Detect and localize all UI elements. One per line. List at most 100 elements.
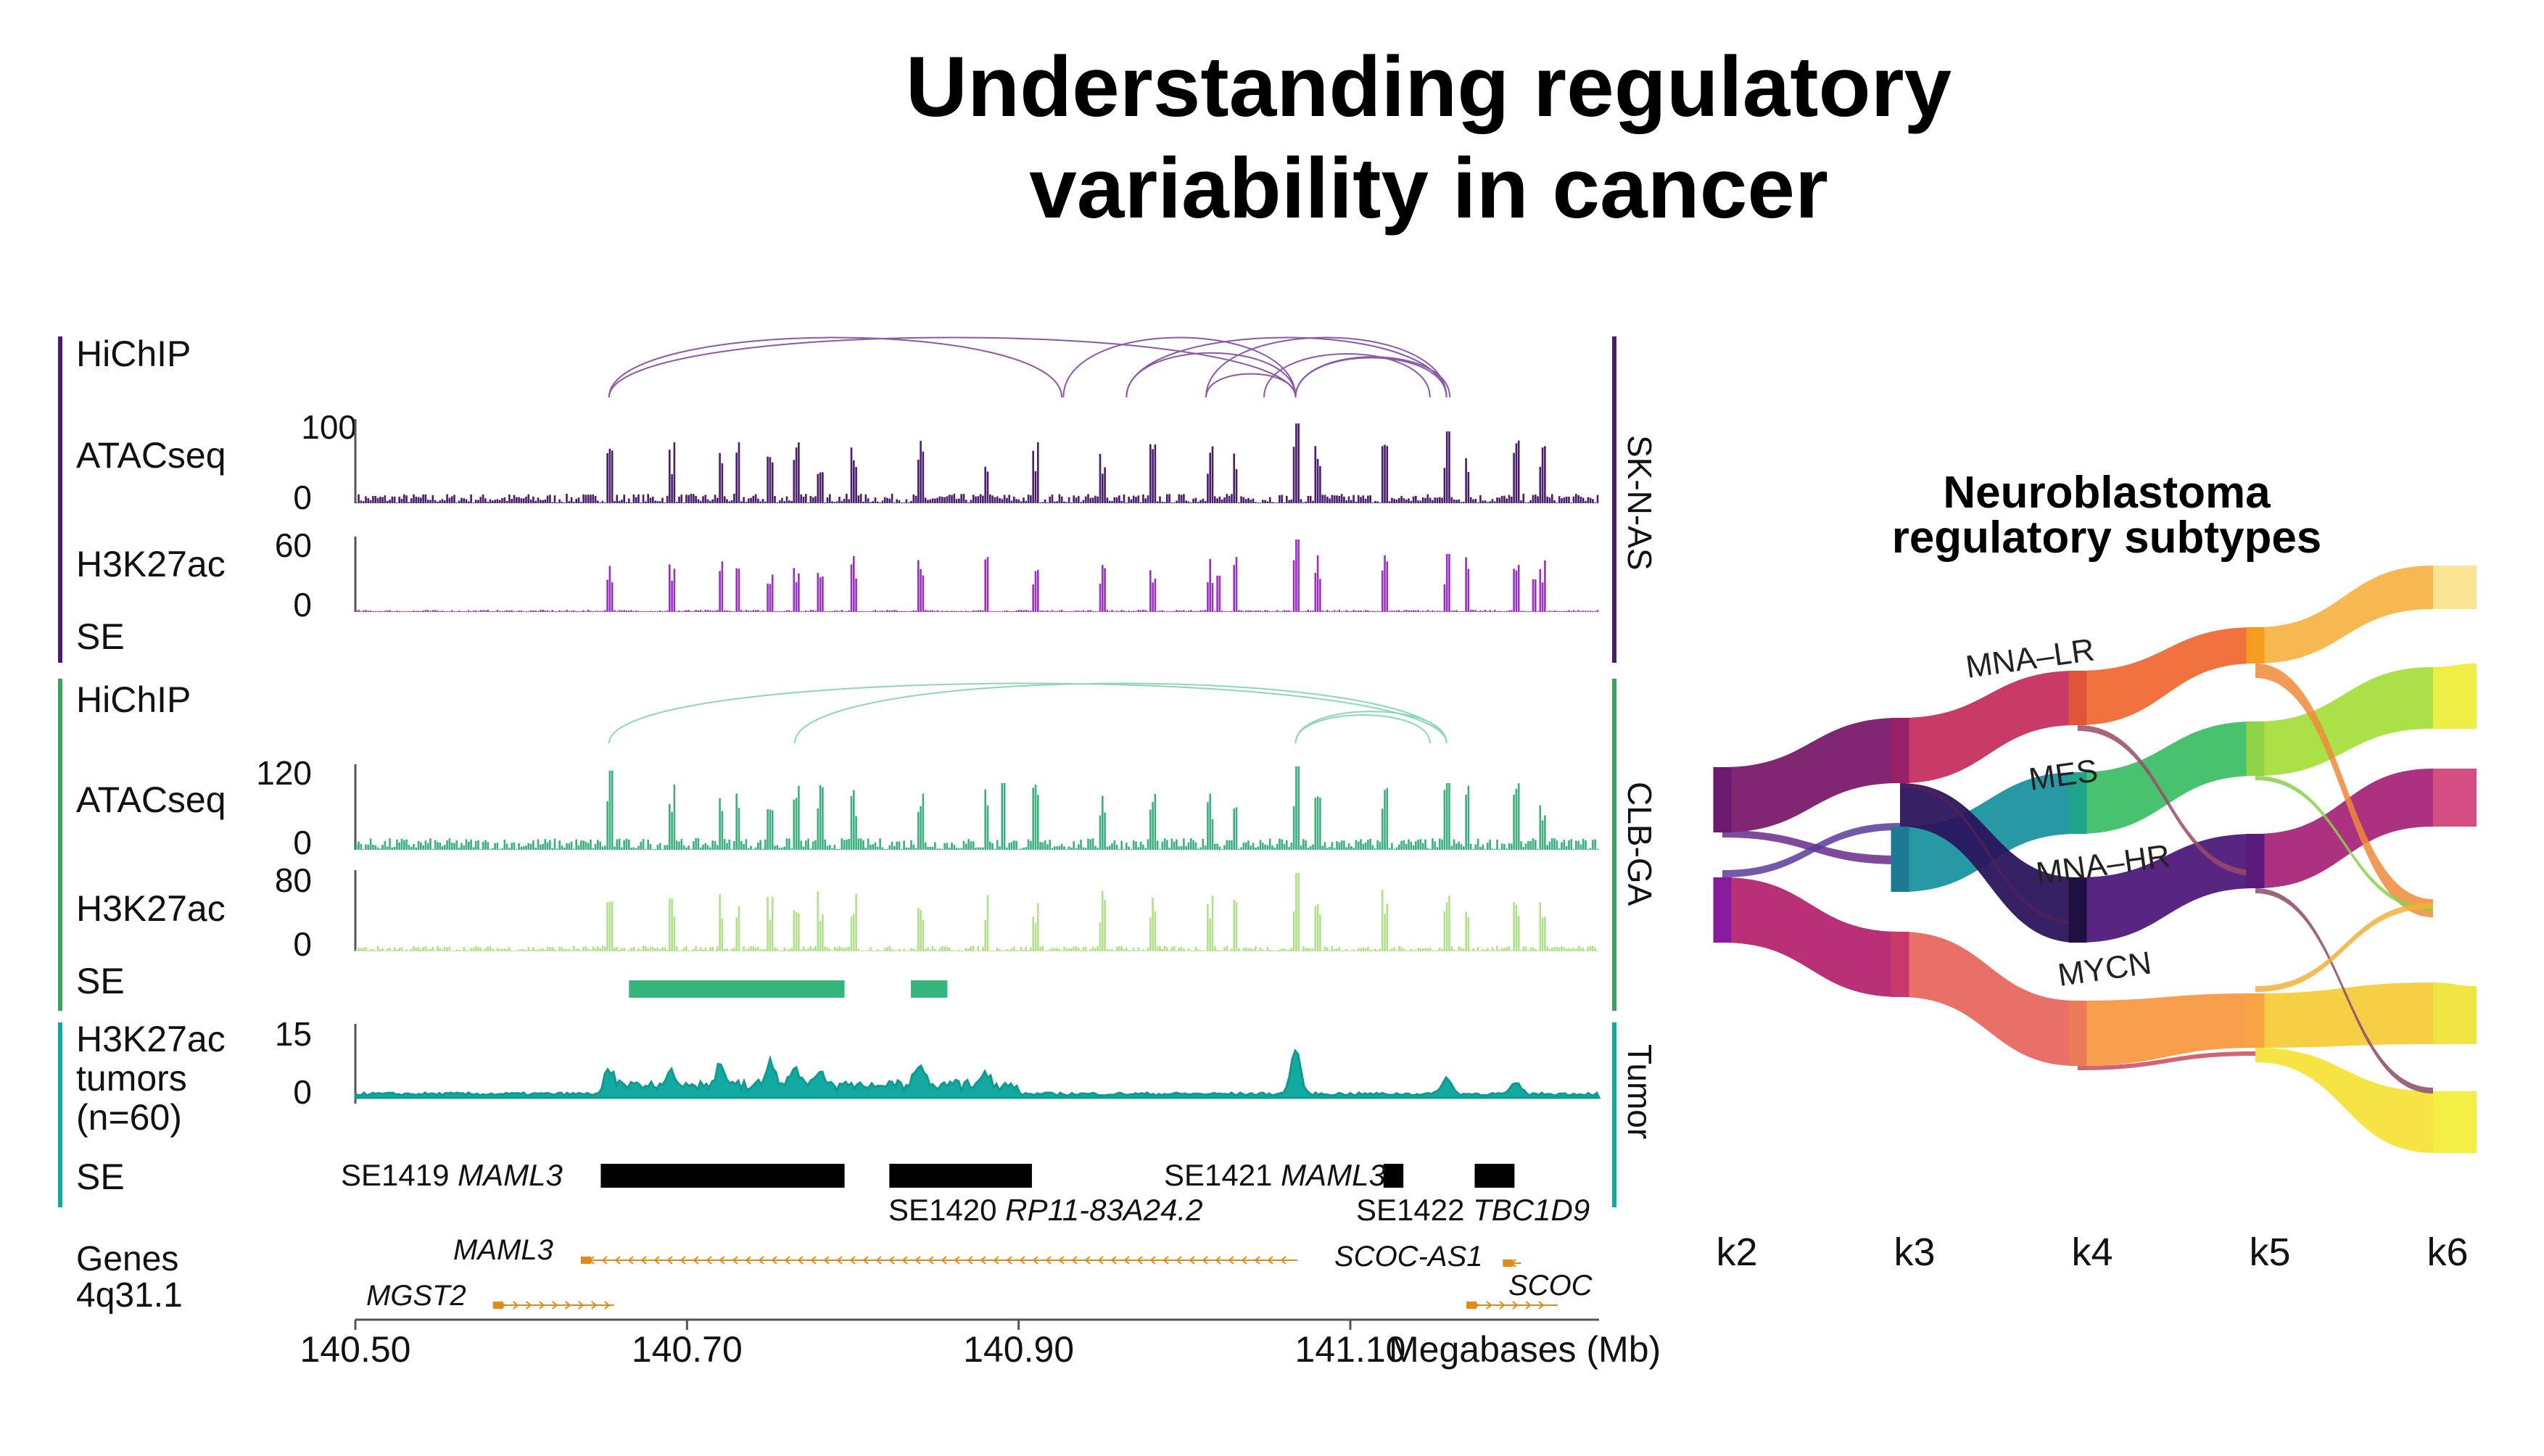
- signal-bar: [1156, 840, 1159, 850]
- signal-bar: [1106, 948, 1109, 951]
- signal-bar: [781, 950, 783, 951]
- signal-bar: [714, 840, 716, 850]
- signal-bar: [566, 493, 568, 503]
- signal-bar: [611, 450, 614, 503]
- signal-bar: [706, 845, 709, 850]
- signal-bar: [367, 611, 370, 612]
- signal-bar: [726, 843, 728, 850]
- signal-bar: [372, 845, 374, 850]
- signal-bar: [951, 611, 953, 612]
- signal-bar: [632, 947, 635, 951]
- signal-bar: [922, 575, 925, 612]
- signal-bar: [965, 611, 967, 612]
- signal-bar: [358, 948, 360, 951]
- signal-bar: [1020, 501, 1023, 503]
- signal-bar: [1111, 843, 1113, 850]
- signal-bar: [625, 838, 628, 850]
- signal-bar: [901, 849, 903, 850]
- clb-h3k27ac-signal: [355, 873, 1599, 951]
- signal-bar: [948, 948, 951, 951]
- signal-bar: [623, 610, 625, 612]
- signal-bar: [489, 946, 492, 951]
- signal-bar: [625, 502, 628, 503]
- signal-bar: [1185, 845, 1187, 850]
- signal-bar: [393, 496, 396, 503]
- signal-bar: [785, 949, 788, 951]
- signal-bar: [1025, 847, 1028, 850]
- signal-bar: [1548, 948, 1551, 951]
- signal-bar: [991, 843, 994, 850]
- signal-bar: [857, 948, 860, 951]
- signal-bar: [1070, 502, 1073, 503]
- signal-bar: [835, 948, 838, 951]
- se-id: SE1421: [1164, 1158, 1281, 1192]
- signal-bar: [1104, 900, 1106, 951]
- signal-bar: [1362, 844, 1365, 850]
- sankey-node: [1713, 767, 1732, 832]
- signal-bar: [1589, 848, 1592, 850]
- signal-bar: [1323, 842, 1326, 850]
- signal-bar: [1156, 501, 1159, 503]
- signal-bar: [714, 611, 716, 612]
- signal-bar: [721, 561, 724, 612]
- signal-bar: [1273, 502, 1276, 503]
- signal-bar: [999, 497, 1001, 503]
- signal-bar: [678, 496, 680, 503]
- signal-bar: [498, 948, 501, 951]
- signal-bar: [1384, 790, 1386, 850]
- signal-bar: [1073, 611, 1075, 612]
- signal-bar: [920, 440, 922, 503]
- signal-bar: [616, 839, 619, 850]
- exon: [1466, 1302, 1477, 1309]
- signal-bar: [496, 499, 499, 503]
- clb-h3k27ac-max: 80: [275, 861, 312, 899]
- signal-bar: [477, 840, 479, 850]
- se-label-se1419: SE1419 MAML3: [341, 1158, 563, 1192]
- signal-bar: [817, 891, 819, 951]
- signal-bar: [637, 948, 640, 951]
- signal-bar: [1039, 842, 1041, 850]
- signal-bar: [829, 611, 831, 612]
- signal-bar: [967, 502, 970, 503]
- signal-bar: [1209, 559, 1211, 612]
- signal-bar: [1522, 946, 1525, 951]
- signal-bar: [1398, 610, 1400, 612]
- signal-bar: [893, 502, 896, 503]
- signal-bar: [790, 848, 793, 850]
- signal-bar: [1556, 611, 1558, 612]
- signal-bar: [1596, 495, 1599, 503]
- signal-bar: [398, 497, 400, 503]
- signal-bar: [752, 849, 755, 850]
- signal-bar: [1132, 611, 1135, 612]
- strand-arrow: [601, 1256, 608, 1265]
- axis-unit-label: Megabases (Mb): [1389, 1329, 1661, 1370]
- signal-bar: [413, 946, 415, 951]
- signal-bar: [420, 497, 422, 503]
- signal-bar: [877, 949, 879, 951]
- sankey-node: [2246, 627, 2265, 663]
- signal-bar: [1192, 611, 1194, 612]
- signal-bar: [795, 582, 798, 612]
- signal-bar: [822, 914, 824, 951]
- signal-bar: [628, 949, 630, 951]
- signal-bar: [671, 898, 673, 951]
- strand-arrow: [1280, 1256, 1287, 1265]
- signal-bar: [898, 948, 901, 951]
- signal-bar: [587, 495, 590, 503]
- signal-bar: [529, 843, 532, 850]
- signal-bar: [819, 472, 822, 503]
- signal-bar: [848, 499, 850, 503]
- signal-bar: [522, 845, 525, 850]
- signal-bar: [623, 948, 625, 951]
- signal-bar: [482, 950, 484, 951]
- skn-sample-label: SK-N-AS: [1621, 435, 1659, 571]
- signal-bar: [549, 611, 551, 612]
- signal-bar: [611, 770, 614, 851]
- signal-bar: [1221, 499, 1223, 503]
- signal-bar: [429, 949, 431, 951]
- signal-bar: [1453, 499, 1455, 503]
- signal-bar: [1500, 611, 1503, 612]
- signal-bar: [470, 839, 472, 850]
- signal-bar: [398, 948, 400, 951]
- signal-bar: [1326, 610, 1329, 612]
